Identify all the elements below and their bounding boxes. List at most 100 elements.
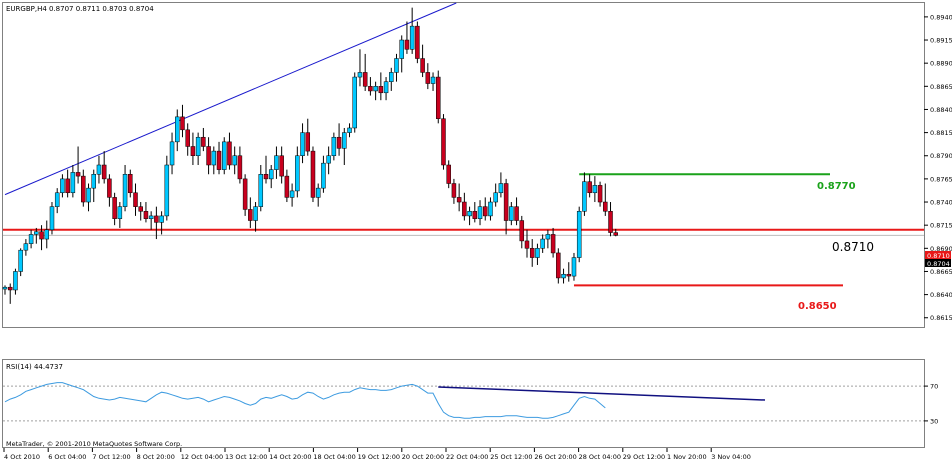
price-tick-label: 0.8715 (930, 222, 952, 230)
candle-bear (107, 178, 112, 198)
candle-bear (556, 252, 561, 279)
time-tick-label: 1 Nov 20:00 (667, 453, 707, 461)
rsi-indicator (3, 382, 924, 422)
candle-bull (592, 185, 598, 194)
candle-bear (441, 118, 446, 166)
candle-bear (456, 197, 462, 203)
candle-bear (284, 175, 290, 198)
candle-bear (101, 164, 107, 180)
price-tick-label: 0.8940 (930, 13, 952, 21)
price-tag-lower-text: 0.8704 (927, 260, 950, 268)
time-tick-label: 20 Oct 20:00 (402, 453, 444, 461)
time-tick-label: 13 Oct 12:00 (225, 453, 267, 461)
candle-bear (462, 201, 467, 217)
candle-bull (211, 150, 217, 166)
candle-bear (128, 174, 133, 194)
current-price-label: 0.8710 (832, 240, 874, 254)
candle-bear (263, 174, 269, 180)
candle-bear (248, 209, 253, 221)
time-tick-label: 14 Oct 20:00 (269, 453, 311, 461)
candle-bull (326, 155, 331, 164)
candle-bull (409, 25, 415, 50)
candle-bull (394, 58, 399, 73)
time-tick-label: 6 Oct 04:00 (48, 453, 86, 461)
rsi-title: RSI(14) 44.4737 (6, 363, 63, 371)
time-tick-label: 8 Oct 20:00 (137, 453, 175, 461)
ohlc-readout: 0.8707 0.8711 0.8703 0.8704 (49, 5, 154, 13)
price-tick-label: 0.8815 (930, 129, 952, 137)
main-chart-frame (2, 2, 925, 328)
candle-bear (482, 206, 488, 217)
candle-bull (54, 192, 60, 207)
candle-bull (331, 136, 337, 156)
time-tick-label: 18 Oct 04:00 (313, 453, 355, 461)
candle-bull (268, 169, 274, 180)
candle-bear (404, 39, 410, 50)
candle-bear (190, 146, 196, 156)
candle-bear (608, 211, 613, 233)
candle-bull (399, 39, 404, 59)
candle-bull (571, 257, 577, 277)
candle-bear (587, 181, 592, 194)
candle-bull (175, 116, 180, 143)
candle-bull (253, 206, 258, 221)
candle-bull (493, 192, 498, 203)
candle-bull (561, 273, 566, 279)
candle-bull (315, 187, 321, 198)
candle-bear (368, 86, 373, 92)
candle-bear (362, 72, 368, 87)
candle-bear (206, 146, 211, 166)
price-tick-label: 0.8890 (930, 60, 952, 68)
candle-bull (96, 164, 102, 175)
candle-bull (44, 229, 50, 240)
candle-bull (545, 234, 551, 240)
price-tick-label: 0.8790 (930, 152, 952, 160)
candle-bull (467, 211, 472, 217)
candle-bull (488, 201, 493, 217)
rsi-line (4, 382, 606, 419)
candle-bear (133, 192, 138, 207)
candle-bear (336, 136, 342, 149)
candle-bull (70, 172, 76, 194)
candle-bear (237, 155, 243, 180)
candle-bull (148, 215, 154, 219)
symbol-label: EURGBP,H4 (6, 5, 47, 13)
time-tick-label: 19 Oct 12:00 (358, 453, 400, 461)
support-label: 0.8650 (798, 301, 837, 312)
price-tag-upper (925, 251, 951, 259)
candle-bear (227, 141, 232, 166)
price-tick-label: 0.8840 (930, 106, 952, 114)
candle-bear (514, 206, 519, 221)
candle-bull (383, 81, 389, 94)
time-tick-label: 29 Oct 12:00 (623, 453, 665, 461)
candle-bear (7, 286, 13, 291)
candle-bull (60, 178, 65, 194)
time-tick-label: 3 Nov 04:00 (711, 453, 751, 461)
candle-bear (503, 183, 509, 221)
candle-bear (185, 129, 190, 147)
candle-bull (13, 271, 18, 291)
candle-bull (576, 211, 582, 258)
time-tick-label: 26 Oct 20:00 (534, 453, 576, 461)
candle-bull (357, 72, 363, 78)
candle-bear (524, 240, 530, 249)
candle-bull (535, 248, 540, 258)
candle-bull (509, 206, 514, 221)
candle-bull (352, 76, 357, 129)
candle-bull (34, 231, 39, 235)
candle-bull (18, 249, 23, 272)
candle-bear (613, 232, 618, 236)
candle-bull (321, 162, 326, 189)
price-tick-label: 0.8690 (930, 245, 952, 253)
candle-bear (415, 25, 420, 59)
candle-bull (540, 238, 545, 249)
candle-bull (430, 76, 436, 84)
candle-bull (389, 72, 394, 82)
price-tick-label: 0.8615 (930, 314, 952, 322)
time-tick-label: 28 Oct 04:00 (579, 453, 621, 461)
candle-bear (597, 185, 603, 203)
candle-bear (310, 150, 316, 198)
price-tick-label: 0.8765 (930, 175, 952, 183)
